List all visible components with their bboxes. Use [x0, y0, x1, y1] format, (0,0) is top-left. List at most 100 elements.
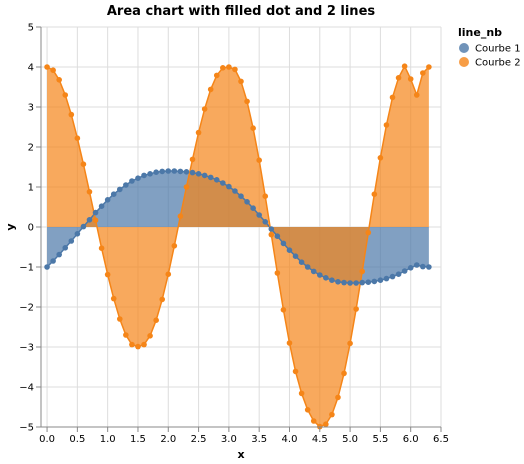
data-point	[116, 186, 123, 193]
data-point	[256, 157, 262, 163]
data-point	[141, 341, 147, 348]
data-point	[207, 174, 214, 181]
data-point	[401, 268, 408, 274]
legend-title: line_nb	[458, 26, 502, 39]
data-point	[292, 253, 299, 259]
data-point	[220, 180, 226, 186]
data-point	[213, 72, 220, 79]
y-tick-label: −4	[19, 383, 34, 394]
data-point	[383, 275, 390, 282]
data-point	[80, 223, 87, 230]
data-point	[323, 421, 329, 428]
data-point	[274, 233, 281, 239]
data-point	[335, 394, 341, 401]
data-point	[86, 217, 93, 223]
data-point	[135, 343, 141, 350]
data-point	[274, 270, 281, 276]
y-tick-label: 1	[28, 183, 34, 194]
data-point	[407, 76, 414, 82]
data-point	[56, 251, 62, 258]
data-point	[395, 75, 402, 81]
legend-label: Courbe 1	[475, 44, 521, 55]
data-point	[177, 168, 184, 175]
data-point	[50, 67, 56, 73]
data-point	[389, 273, 396, 280]
data-point	[341, 370, 347, 377]
data-point	[116, 316, 123, 322]
data-point	[420, 70, 426, 76]
data-point	[371, 191, 378, 197]
data-point	[80, 161, 87, 167]
data-point	[92, 209, 99, 216]
x-tick-label: 4.0	[282, 434, 298, 445]
y-tick-label: −1	[19, 263, 34, 274]
data-point	[262, 219, 269, 225]
data-point	[238, 78, 244, 85]
data-point	[407, 265, 414, 271]
data-point	[232, 188, 238, 194]
data-point	[347, 340, 353, 347]
data-point	[244, 98, 250, 105]
data-point	[353, 280, 359, 286]
data-point	[353, 306, 359, 312]
x-axis-title: x	[237, 448, 244, 461]
data-point	[135, 175, 141, 181]
x-tick-label: 0.0	[39, 434, 55, 445]
data-point	[347, 280, 353, 286]
data-point	[159, 168, 166, 175]
data-point	[292, 368, 299, 375]
legend-swatch	[459, 57, 469, 67]
data-point	[123, 332, 129, 338]
data-point	[104, 197, 111, 203]
data-point	[195, 129, 202, 136]
data-point	[44, 264, 50, 270]
data-point	[177, 213, 184, 219]
data-point	[323, 275, 329, 281]
data-point	[62, 92, 69, 98]
y-tick-label: −3	[19, 343, 34, 354]
data-point	[389, 94, 396, 101]
x-tick-label: 4.5	[312, 434, 328, 445]
data-point	[359, 279, 366, 286]
data-point	[92, 217, 99, 223]
data-point	[341, 279, 347, 286]
y-axis-title: y	[4, 223, 17, 230]
x-tick-label: 5.5	[372, 434, 388, 445]
data-point	[268, 226, 275, 232]
data-point	[304, 264, 311, 270]
y-tick-label: 0	[28, 223, 34, 234]
data-point	[280, 240, 287, 247]
data-point	[141, 172, 147, 179]
data-point	[365, 229, 372, 236]
data-point	[286, 340, 293, 346]
data-point	[262, 193, 269, 199]
x-tick-label: 6.0	[403, 434, 419, 445]
data-point	[129, 178, 135, 184]
x-tick-label: 3.5	[251, 434, 267, 445]
data-point	[153, 317, 159, 324]
data-point	[226, 64, 232, 70]
x-tick-label: 1.5	[130, 434, 146, 445]
data-point	[250, 125, 256, 131]
x-tick-label: 1.0	[100, 434, 116, 445]
y-tick-label: 2	[28, 143, 34, 154]
data-point	[377, 277, 384, 284]
data-point	[420, 263, 426, 270]
data-point	[129, 341, 135, 348]
legend: line_nb Courbe 1 Courbe 2	[458, 26, 521, 69]
x-tick-label: 6.5	[433, 434, 449, 445]
data-point	[50, 258, 56, 264]
data-point	[56, 77, 62, 83]
data-point	[286, 247, 293, 253]
data-point	[401, 63, 408, 69]
data-point	[220, 65, 226, 71]
data-point	[183, 169, 190, 175]
data-point	[207, 86, 214, 93]
legend-label: Courbe 2	[475, 58, 521, 69]
x-tick-label: 0.5	[69, 434, 85, 445]
data-point	[201, 106, 208, 112]
data-point	[377, 155, 384, 161]
data-point	[268, 231, 275, 238]
data-point	[413, 92, 420, 98]
